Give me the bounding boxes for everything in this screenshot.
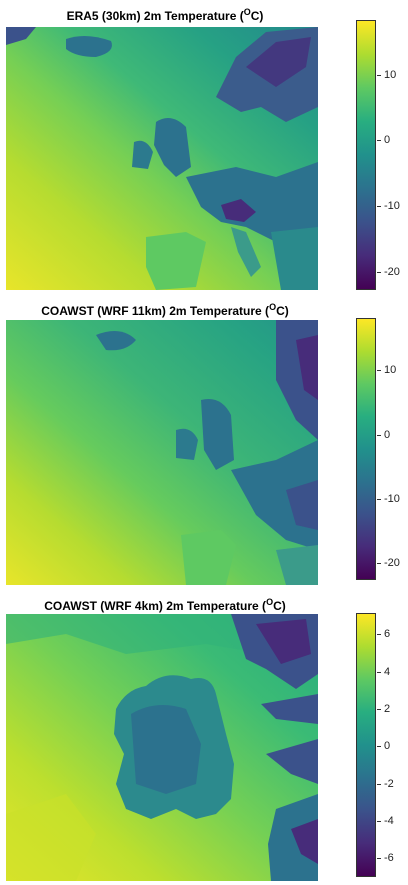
panel-wrf-4km: COAWST (WRF 4km) 2m Temperature (OC) xyxy=(0,590,408,885)
degree-sup: O xyxy=(243,7,251,17)
colorbar-tick-label: -20 xyxy=(384,266,400,278)
title-unit: C) xyxy=(276,304,289,318)
colorbar-tick-label: 4 xyxy=(384,666,391,678)
panel-title: COAWST (WRF 4km) 2m Temperature (OC) xyxy=(0,595,330,613)
temperature-map xyxy=(6,27,318,290)
temperature-map xyxy=(6,614,318,881)
panel-era5: ERA5 (30km) 2m Temperature (OC) xyxy=(0,0,408,295)
colorbar-tick-label: -4 xyxy=(384,815,394,827)
colorbar-tick-label: -2 xyxy=(384,778,394,790)
colorbar-tick-label: 10 xyxy=(384,69,397,81)
panel-wrf-11km: COAWST (WRF 11km) 2m Temperature (OC) xyxy=(0,295,408,590)
colorbar-tick-label: -10 xyxy=(384,493,400,505)
title-unit: C) xyxy=(273,599,286,613)
colorbar-tick-label: -6 xyxy=(384,852,394,864)
temperature-map xyxy=(6,320,318,585)
colorbar-tick xyxy=(377,272,381,273)
colorbar-tick xyxy=(377,858,381,859)
title-text: ERA5 (30km) 2m Temperature ( xyxy=(66,9,244,23)
panel-title: COAWST (WRF 11km) 2m Temperature (OC) xyxy=(0,300,330,318)
title-text: COAWST (WRF 11km) 2m Temperature ( xyxy=(41,304,270,318)
title-unit: C) xyxy=(250,9,264,23)
colorbar-tick xyxy=(377,435,381,436)
colorbar-tick-label: 2 xyxy=(384,703,391,715)
colorbar-tick-label: 6 xyxy=(384,628,391,640)
colorbar-tick xyxy=(377,672,381,673)
colorbar xyxy=(356,318,376,580)
title-text: COAWST (WRF 4km) 2m Temperature ( xyxy=(44,599,267,613)
colorbar-tick-label: 0 xyxy=(384,134,391,146)
colorbar-tick xyxy=(377,206,381,207)
colorbar-tick xyxy=(377,75,381,76)
colorbar-tick-label: 0 xyxy=(384,740,391,752)
colorbar-tick xyxy=(377,821,381,822)
colorbar-tick xyxy=(377,746,381,747)
colorbar-tick-label: 0 xyxy=(384,429,391,441)
colorbar-tick xyxy=(377,499,381,500)
colorbar xyxy=(356,613,376,877)
colorbar-tick xyxy=(377,140,381,141)
panel-title: ERA5 (30km) 2m Temperature (OC) xyxy=(0,5,330,23)
colorbar-tick xyxy=(377,370,381,371)
colorbar-tick xyxy=(377,784,381,785)
colorbar-tick xyxy=(377,709,381,710)
colorbar-tick-label: -20 xyxy=(384,557,400,569)
colorbar-tick xyxy=(377,634,381,635)
degree-sup: O xyxy=(266,597,274,607)
colorbar-tick xyxy=(377,563,381,564)
colorbar xyxy=(356,20,376,290)
degree-sup: O xyxy=(269,302,277,312)
colorbar-tick-label: -10 xyxy=(384,200,400,212)
colorbar-tick-label: 10 xyxy=(384,364,397,376)
